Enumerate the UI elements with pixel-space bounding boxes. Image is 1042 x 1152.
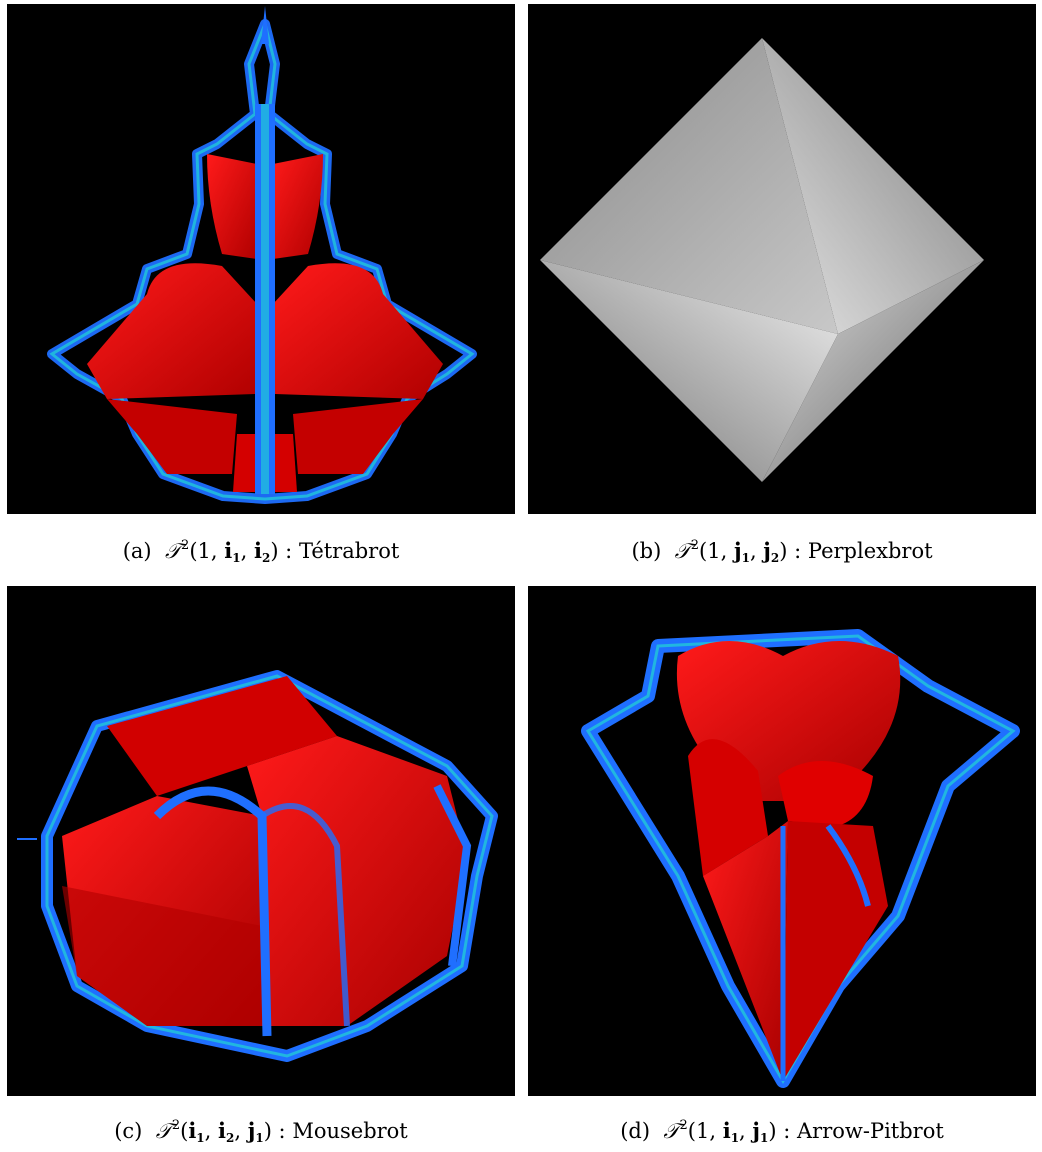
caption-a: (a) 𝒯2(1, i1, i2) : Tétrabrot bbox=[122, 538, 400, 565]
perplexbrot-render bbox=[528, 4, 1036, 514]
figure-b-image bbox=[528, 4, 1036, 514]
figure-d-image bbox=[528, 586, 1036, 1096]
mousebrot-render bbox=[7, 586, 515, 1096]
tetrabrot-render bbox=[7, 4, 515, 514]
caption-d: (d) 𝒯2(1, i1, j1) : Arrow-Pitbrot bbox=[620, 1118, 944, 1145]
arrow-pitbrot-render bbox=[528, 586, 1036, 1096]
caption-c: (c) 𝒯2(i1, i2, j1) : Mousebrot bbox=[114, 1118, 408, 1145]
caption-b: (b) 𝒯2(1, j1, j2) : Perplexbrot bbox=[631, 538, 933, 565]
figure-a-image bbox=[7, 4, 515, 514]
figure-c-image bbox=[7, 586, 515, 1096]
